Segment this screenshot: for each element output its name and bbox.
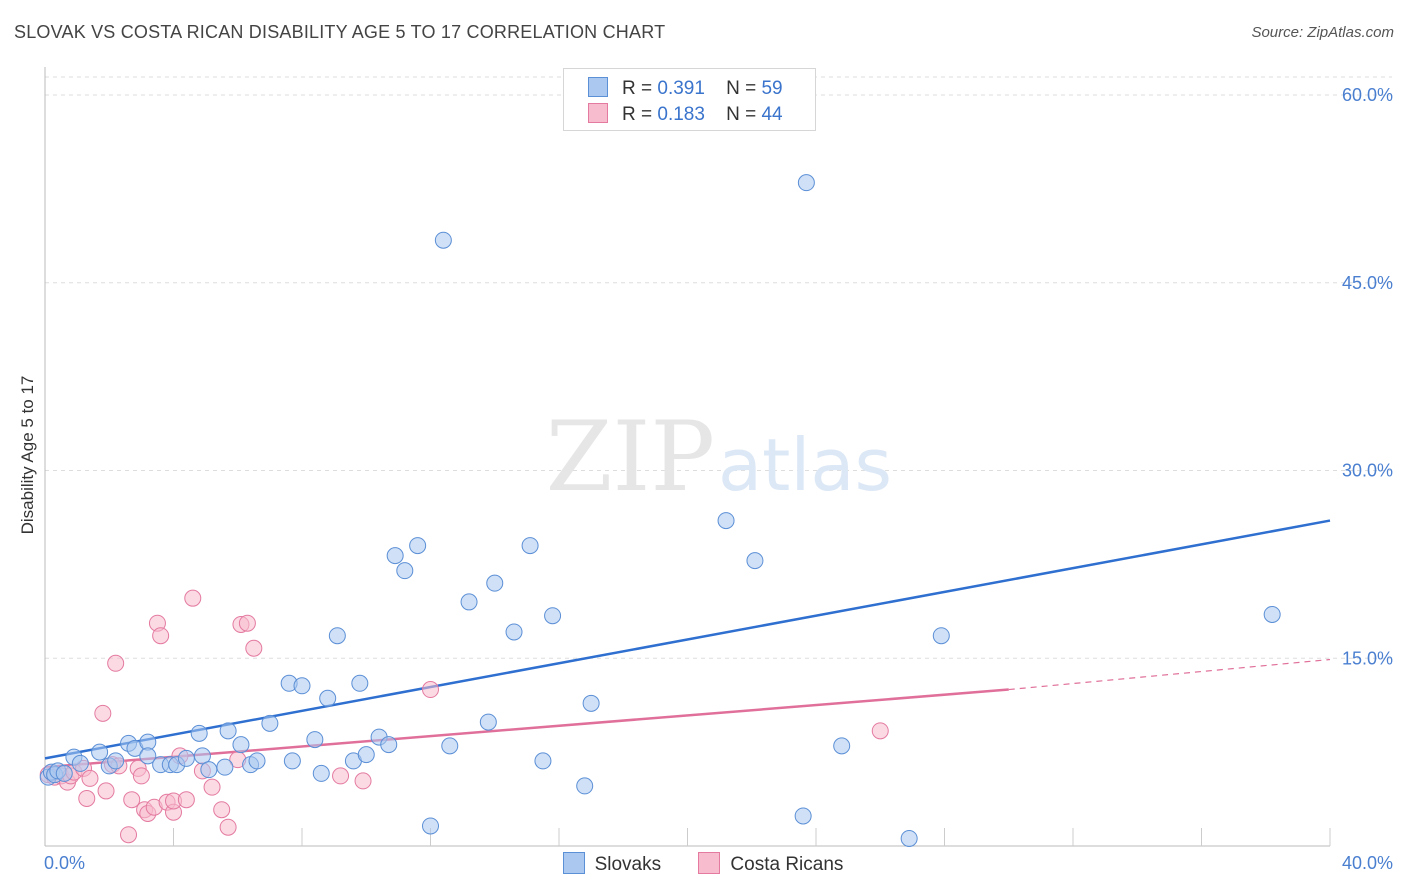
slovaks-point <box>505 623 523 641</box>
slovaks-point <box>261 714 279 732</box>
costa-ricans-point <box>120 826 138 844</box>
costa-ricans-point <box>107 654 125 672</box>
slovaks-point <box>544 607 562 625</box>
legend-row-slovaks: R = 0.391 N = 59 <box>588 77 783 99</box>
costa-ricans-point <box>78 789 96 807</box>
slovaks-legend-swatch <box>562 852 585 874</box>
costa-ricans-point <box>132 767 150 785</box>
costa-ricans-point <box>81 769 99 787</box>
slovaks-point <box>900 829 918 847</box>
y-tick-label: 60.0% <box>1342 85 1393 105</box>
slovaks-point <box>107 752 125 770</box>
slovaks-point <box>460 593 478 611</box>
slovaks-point <box>794 807 812 825</box>
slovaks-point <box>232 736 250 754</box>
legend-item-costa-ricans: Costa Ricans <box>698 852 843 876</box>
watermark-atlas: atlas <box>718 423 892 507</box>
costa-ricans-swatch <box>588 103 608 123</box>
slovaks-point <box>306 731 324 749</box>
costa-ricans-point <box>123 791 141 809</box>
costa-ricans-point <box>184 589 202 607</box>
slovaks-point <box>717 512 735 530</box>
costa-ricans-trend-extension <box>1008 658 1331 691</box>
slovaks-point <box>216 758 234 776</box>
slovaks-point <box>479 713 497 731</box>
slovaks-point <box>534 752 552 770</box>
slovaks-point <box>434 231 452 249</box>
costa-ricans-r-value: 0.183 <box>657 104 705 125</box>
slovaks-point <box>139 747 157 765</box>
costa-ricans-point <box>177 791 195 809</box>
slovaks-point <box>380 736 398 754</box>
y-tick-label: 30.0% <box>1342 461 1393 481</box>
slovaks-swatch <box>588 77 608 97</box>
costa-ricans-legend-swatch <box>698 852 721 874</box>
slovaks-point <box>71 754 89 772</box>
slovaks-point <box>521 537 539 555</box>
slovaks-point <box>91 743 109 761</box>
legend-n-label: N = <box>726 104 757 125</box>
costa-ricans-point <box>94 704 112 722</box>
slovaks-n-value: 59 <box>761 78 783 99</box>
y-tick-label: 15.0% <box>1342 648 1393 668</box>
costa-ricans-point <box>422 681 439 699</box>
slovaks-point <box>833 737 851 755</box>
slovaks-point <box>293 677 311 695</box>
legend-r-label: R = <box>622 104 653 125</box>
costa-ricans-point <box>203 778 221 796</box>
x-tick-label: 0.0% <box>44 853 85 873</box>
legend-item-slovaks: Slovaks <box>562 852 662 876</box>
costa-ricans-point <box>213 801 231 819</box>
slovaks-point <box>1263 605 1281 623</box>
legend-costa-ricans-label: Costa Ricans <box>730 854 844 875</box>
costa-ricans-n-value: 44 <box>761 104 783 125</box>
slovaks-point <box>200 761 218 779</box>
slovaks-point <box>177 749 195 767</box>
costa-ricans-point <box>871 722 889 740</box>
slovaks-point <box>193 747 211 765</box>
slovaks-point <box>409 537 427 555</box>
slovaks-point <box>441 737 459 755</box>
costa-ricans-point <box>152 627 170 645</box>
slovaks-point <box>248 752 266 770</box>
costa-ricans-point <box>245 639 263 657</box>
costa-ricans-point <box>238 614 256 632</box>
slovaks-r-value: 0.391 <box>657 78 705 99</box>
slovaks-point <box>55 764 73 782</box>
legend-stats: R = 0.391 N = 59 R = 0.183 N = 44 <box>563 68 816 131</box>
slovaks-point <box>351 674 369 692</box>
slovaks-trend-line <box>44 519 1331 760</box>
costa-ricans-point <box>219 818 237 836</box>
slovaks-point <box>219 722 237 740</box>
slovaks-point <box>932 627 950 645</box>
slovaks-point <box>582 694 600 712</box>
x-tick-label: 40.0% <box>1342 853 1393 873</box>
legend-row-costa-ricans: R = 0.183 N = 44 <box>588 103 783 125</box>
legend-slovaks-label: Slovaks <box>594 854 662 875</box>
costa-ricans-point <box>332 767 350 785</box>
source-label: Source: ZipAtlas.com <box>1251 24 1394 41</box>
watermark-zip: ZIP <box>546 401 715 513</box>
costa-ricans-point <box>97 782 115 800</box>
slovaks-point <box>386 547 404 565</box>
slovaks-point <box>422 817 439 835</box>
slovaks-point <box>319 689 337 707</box>
legend-series: Slovaks Costa Ricans <box>0 852 1406 876</box>
slovaks-point <box>746 552 764 570</box>
slovaks-point <box>357 746 375 764</box>
legend-r-label: R = <box>622 78 653 99</box>
slovaks-point <box>486 574 504 592</box>
costa-ricans-point <box>354 772 372 790</box>
slovaks-point <box>312 764 330 782</box>
chart-title: SLOVAK VS COSTA RICAN DISABILITY AGE 5 T… <box>14 22 666 42</box>
y-tick-label: 45.0% <box>1342 273 1393 293</box>
slovaks-point <box>797 174 815 192</box>
slovaks-point <box>396 562 414 580</box>
slovaks-point <box>283 752 301 770</box>
slovaks-point <box>190 724 208 742</box>
legend-n-label: N = <box>726 78 757 99</box>
slovaks-point <box>576 777 594 795</box>
slovaks-point <box>328 627 346 645</box>
